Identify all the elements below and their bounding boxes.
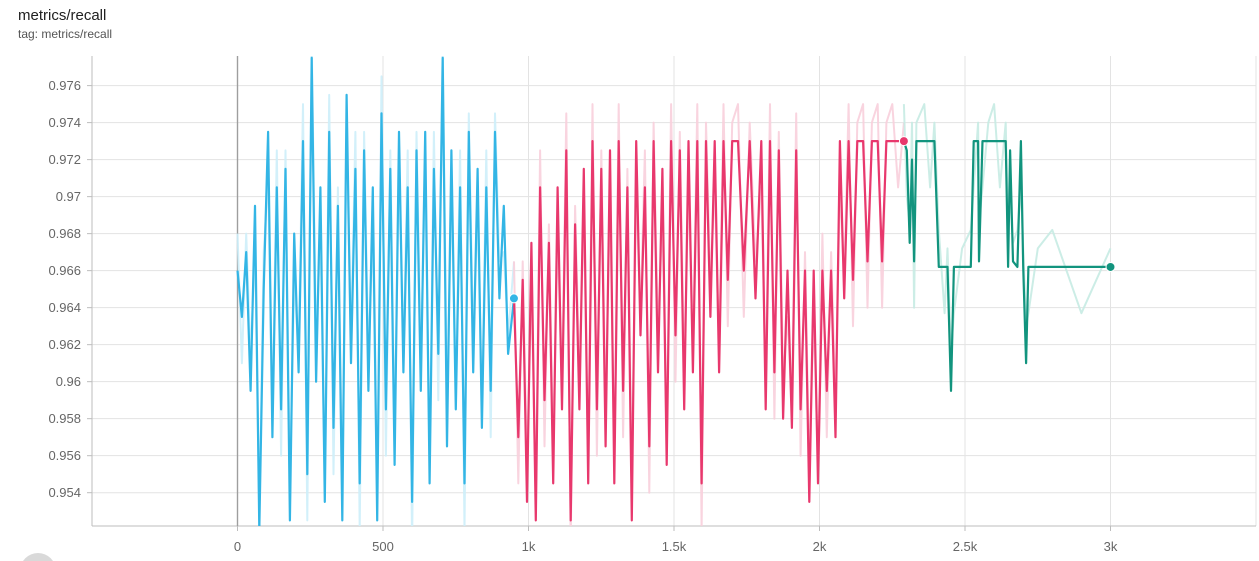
y-tick-label: 0.97 xyxy=(56,189,81,204)
x-tick-label: 1.5k xyxy=(662,539,687,554)
x-tick-label: 2.5k xyxy=(953,539,978,554)
chart-header: metrics/recall tag: metrics/recall xyxy=(18,6,112,42)
series-2-end-marker xyxy=(1105,261,1116,272)
x-tick-label: 1k xyxy=(522,539,536,554)
y-tick-label: 0.964 xyxy=(48,300,81,315)
x-tick-label: 2k xyxy=(813,539,827,554)
y-tick-label: 0.962 xyxy=(48,337,81,352)
chart-title: metrics/recall xyxy=(18,7,107,24)
series-2-line xyxy=(902,140,1111,392)
chart-action-button[interactable] xyxy=(20,553,56,561)
y-tick-label: 0.972 xyxy=(48,152,81,167)
series-1-raw-line xyxy=(513,103,905,526)
series-1-line xyxy=(512,140,904,522)
series-group xyxy=(236,56,1112,526)
series-0-line xyxy=(236,56,516,526)
y-tick-label: 0.976 xyxy=(48,78,81,93)
series-0-end-marker xyxy=(508,293,519,304)
y-tick-label: 0.968 xyxy=(48,226,81,241)
y-tick-label: 0.96 xyxy=(56,374,81,389)
y-tick-label: 0.966 xyxy=(48,263,81,278)
y-tick-label: 0.956 xyxy=(48,448,81,463)
y-tick-label: 0.974 xyxy=(48,115,81,130)
y-tick-label: 0.958 xyxy=(48,411,81,426)
x-tick-label: 0 xyxy=(234,539,241,554)
x-tick-label: 500 xyxy=(372,539,394,554)
series-1-end-marker xyxy=(898,136,909,147)
x-tick-label: 3k xyxy=(1104,539,1118,554)
y-tick-label: 0.954 xyxy=(48,485,81,500)
chart-tag: tag: metrics/recall xyxy=(18,27,113,41)
